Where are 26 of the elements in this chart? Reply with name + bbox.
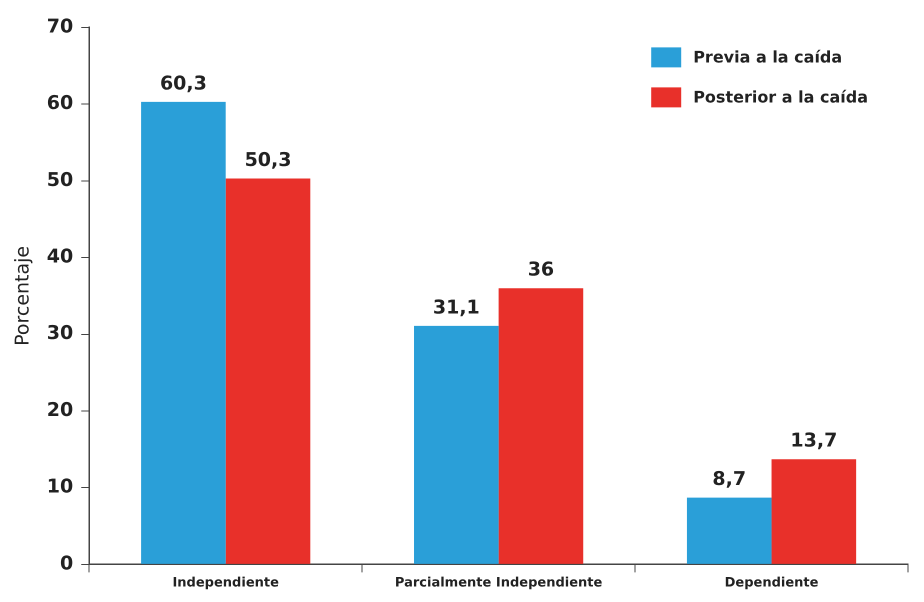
y-tick-label: 10 bbox=[46, 476, 74, 498]
x-tick-label: Dependiente bbox=[724, 576, 819, 591]
legend-label: Previa a la caída bbox=[693, 48, 842, 67]
y-tick-label: 70 bbox=[46, 15, 74, 38]
y-tick-label: 20 bbox=[46, 398, 74, 421]
x-tick-label: Parcialmente Independiente bbox=[394, 576, 602, 591]
bar bbox=[414, 326, 499, 564]
bar bbox=[141, 102, 226, 564]
bar bbox=[498, 288, 584, 564]
data-label: 8,7 bbox=[712, 468, 746, 490]
x-tick-label: Independiente bbox=[172, 576, 280, 591]
y-tick-label: 0 bbox=[60, 552, 74, 574]
legend-label: Posterior a la caída bbox=[693, 88, 868, 107]
y-tick-label: 60 bbox=[46, 92, 74, 114]
data-label: 36 bbox=[528, 258, 554, 281]
bar bbox=[226, 178, 310, 564]
y-tick-label: 30 bbox=[46, 322, 74, 344]
data-label: 13,7 bbox=[790, 430, 838, 452]
y-axis-title: Porcentaje bbox=[11, 246, 34, 346]
y-tick-label: 40 bbox=[46, 245, 74, 268]
bar bbox=[772, 459, 856, 564]
data-label: 50,3 bbox=[244, 148, 292, 171]
data-label: 60,3 bbox=[160, 72, 207, 94]
data-label: 31,1 bbox=[432, 296, 480, 318]
y-tick-label: 50 bbox=[46, 168, 74, 191]
bar bbox=[686, 498, 772, 564]
